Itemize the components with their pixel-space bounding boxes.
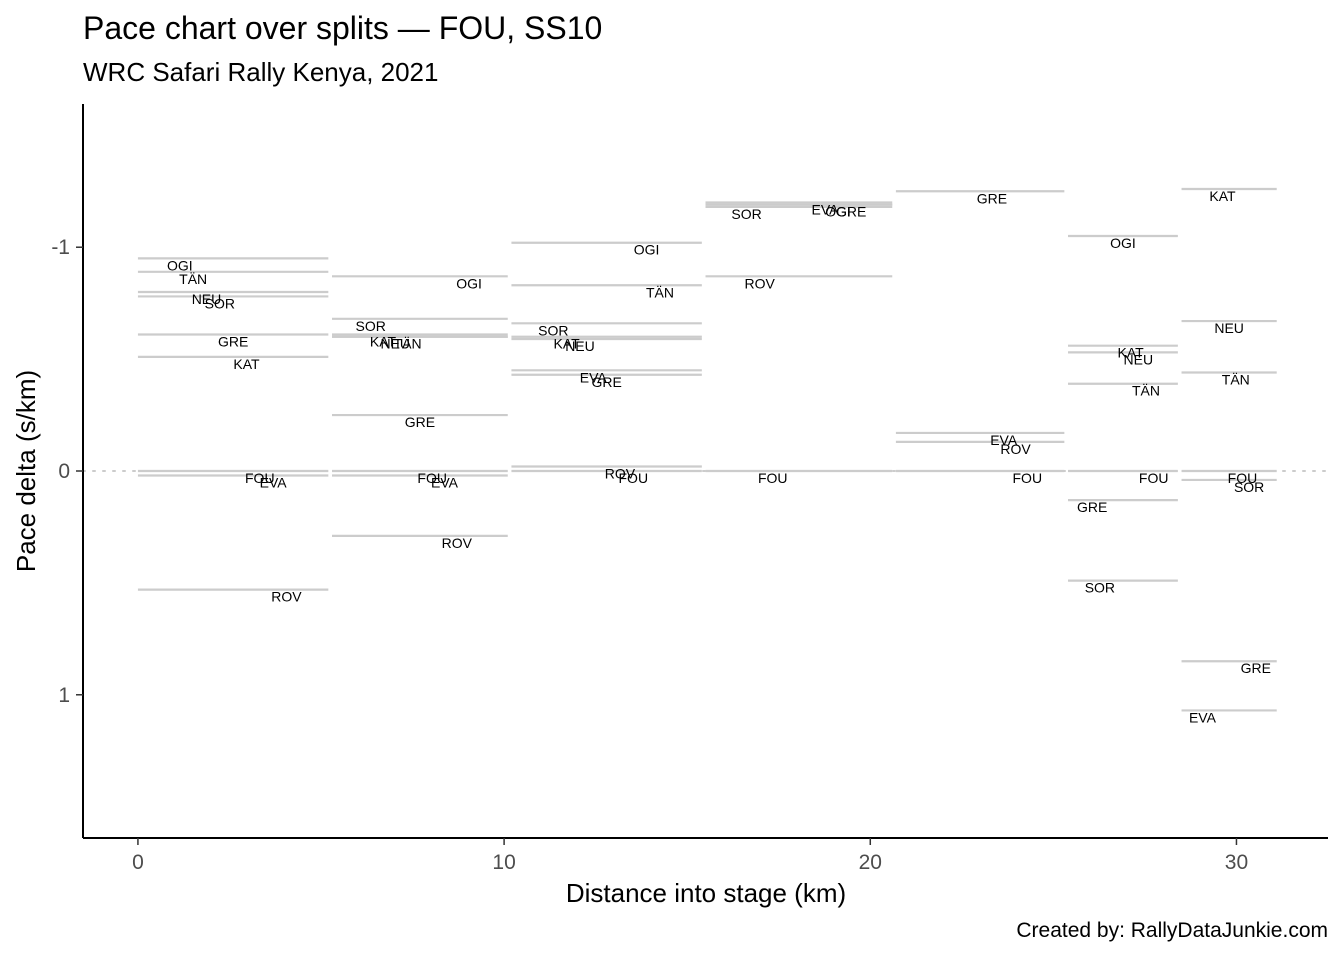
driver-label-1-gre: GRE	[405, 414, 435, 430]
chart-subtitle: WRC Safari Rally Kenya, 2021	[83, 57, 439, 87]
driver-label-2-fou: FOU	[619, 470, 649, 486]
driver-label-4-rov: ROV	[1000, 441, 1031, 457]
driver-label-3-rov: ROV	[744, 275, 775, 291]
driver-label-5-neu: NEU	[1124, 351, 1154, 367]
driver-label-6-tän: TÄN	[1222, 372, 1250, 388]
driver-label-1-kat: KAT	[370, 333, 397, 349]
y-axis-title: Pace delta (s/km)	[11, 370, 41, 572]
driver-label-6-eva: EVA	[1189, 709, 1217, 725]
driver-label-6-kat: KAT	[1209, 188, 1236, 204]
driver-label-1-sor: SOR	[355, 318, 385, 334]
driver-label-1-fou: FOU	[417, 470, 447, 486]
driver-label-2-ogi: OGI	[634, 242, 660, 258]
x-axis-ticks: 0 10 20 30	[132, 838, 1248, 874]
driver-label-0-neu: NEU	[192, 291, 222, 307]
driver-label-2-kat: KAT	[554, 336, 581, 352]
y-tick-label-1: 0	[58, 460, 70, 483]
driver-label-6-fou: FOU	[1228, 470, 1258, 486]
x-tick-label-1: 10	[492, 851, 515, 874]
driver-label-3-ogi: OGI	[825, 204, 851, 220]
driver-label-5-kat: KAT	[1118, 345, 1145, 361]
driver-label-2-tän: TÄN	[646, 284, 674, 300]
driver-label-2-neu: NEU	[565, 338, 595, 354]
driver-label-1-rov: ROV	[442, 535, 473, 551]
x-tick-label-2: 20	[859, 851, 882, 874]
driver-label-3-fou: FOU	[758, 470, 788, 486]
x-axis-title: Distance into stage (km)	[566, 878, 846, 908]
driver-label-1-ogi: OGI	[456, 275, 482, 291]
y-axis-ticks: -1 0 1	[51, 236, 83, 707]
driver-label-5-tän: TÄN	[1132, 383, 1160, 399]
driver-label-0-kat: KAT	[233, 356, 260, 372]
driver-label-5-gre: GRE	[1077, 499, 1107, 515]
driver-label-6-gre: GRE	[1241, 660, 1271, 676]
driver-label-0-eva: EVA	[260, 474, 288, 490]
driver-label-5-fou: FOU	[1139, 470, 1169, 486]
driver-label-3-eva: EVA	[812, 201, 840, 217]
driver-label-3-gre: GRE	[836, 204, 866, 220]
driver-label-5-sor: SOR	[1085, 580, 1115, 596]
driver-label-4-fou: FOU	[1013, 470, 1043, 486]
y-tick-label-0: -1	[51, 236, 70, 259]
driver-label-1-eva: EVA	[431, 474, 459, 490]
driver-label-0-sor: SOR	[205, 295, 235, 311]
driver-label-0-tän: TÄN	[179, 271, 207, 287]
driver-label-4-eva: EVA	[990, 432, 1018, 448]
split-segments	[137, 187, 1277, 712]
driver-label-1-neu: NEU	[380, 336, 410, 352]
y-tick-label-2: 1	[58, 684, 70, 707]
x-tick-label-0: 0	[132, 851, 144, 874]
driver-label-1-tän: TÄN	[394, 336, 422, 352]
driver-label-0-rov: ROV	[271, 589, 302, 605]
driver-label-3-sor: SOR	[731, 206, 761, 222]
driver-label-6-sor: SOR	[1234, 479, 1264, 495]
driver-label-0-ogi: OGI	[167, 257, 193, 273]
driver-label-5-ogi: OGI	[1110, 235, 1136, 251]
driver-label-2-sor: SOR	[538, 322, 568, 338]
driver-label-6-neu: NEU	[1214, 320, 1244, 336]
x-tick-label-3: 30	[1225, 851, 1248, 874]
driver-label-4-gre: GRE	[977, 190, 1007, 206]
chart-caption: Created by: RallyDataJunkie.com	[1016, 919, 1328, 942]
chart-title: Pace chart over splits — FOU, SS10	[83, 10, 603, 46]
driver-label-2-rov: ROV	[605, 466, 636, 482]
driver-label-2-eva: EVA	[580, 369, 608, 385]
driver-label-0-gre: GRE	[218, 333, 248, 349]
driver-label-2-gre: GRE	[591, 374, 621, 390]
driver-label-0-fou: FOU	[245, 470, 275, 486]
driver-labels: OGITÄNNEUSORGREKATFOUEVAROVOGISORKATNEUT…	[167, 188, 1271, 725]
